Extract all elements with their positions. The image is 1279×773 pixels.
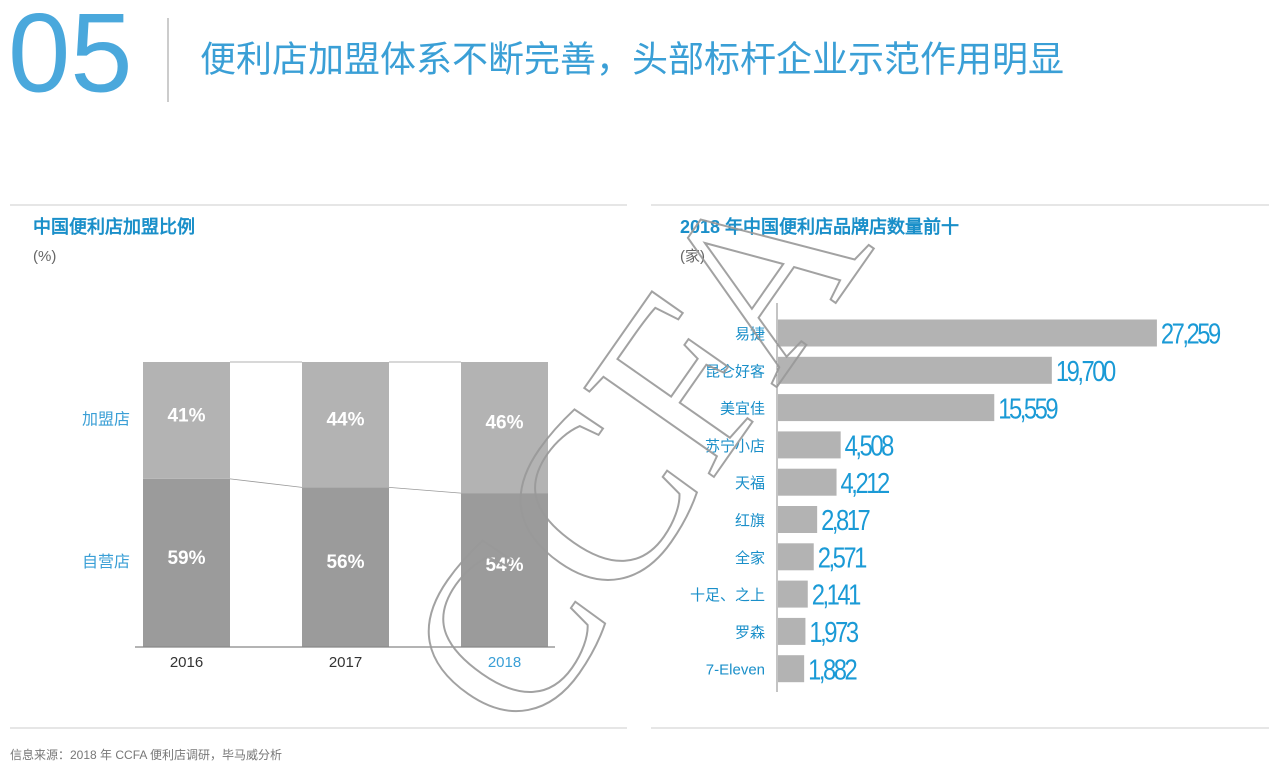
connector	[229, 478, 303, 488]
bar-segment	[143, 362, 230, 479]
page-title: 便利店加盟体系不断完善，头部标杆企业示范作用明显	[200, 39, 1064, 80]
category-label: 美宜佳	[720, 401, 765, 418]
value-label: 41%	[167, 405, 205, 426]
bar-segment	[302, 487, 389, 647]
category-label: 7-Eleven	[706, 662, 765, 679]
value-label: 46%	[485, 413, 523, 434]
chart-subtitle: (家)	[680, 248, 705, 265]
category-label: 罗森	[735, 624, 765, 641]
plots: 59% 自营店 41% 加盟店 2016 56% 44% 2017 54% 46% 2018 易捷 27…	[82, 303, 1223, 692]
value-label: 19,700	[1056, 355, 1116, 388]
bar	[778, 431, 841, 459]
category-label: 天福	[735, 475, 765, 492]
series-label: 自营店	[82, 553, 130, 571]
bar-segment	[143, 478, 230, 647]
category-label: 红旗	[735, 512, 765, 529]
value-label: 1,882	[808, 653, 857, 686]
category-label: 昆仑好客	[705, 363, 765, 380]
connector	[388, 487, 462, 494]
chart-title: 2018 年中国便利店品牌店数量前十	[680, 216, 959, 237]
value-label: 2,817	[821, 504, 870, 537]
value-label: 4,212	[841, 467, 890, 500]
value-label: 44%	[326, 410, 364, 431]
bar	[778, 394, 995, 422]
value-label: 27,259	[1161, 317, 1221, 350]
value-label: 1,973	[809, 616, 858, 649]
bar	[778, 356, 1052, 384]
bar-segment	[302, 362, 389, 488]
value-label: 4,508	[845, 429, 894, 462]
category-label: 全家	[735, 549, 765, 567]
value-label: 59%	[167, 548, 205, 569]
bar-segment	[461, 493, 548, 647]
section-number: 05	[8, 0, 133, 116]
category-label: 十足、之上	[690, 587, 765, 604]
value-label: 2,571	[818, 541, 867, 574]
bar	[778, 655, 805, 683]
x-tick-label: 2018	[488, 654, 521, 671]
category-label: 苏宁小店	[705, 438, 765, 455]
value-label: 15,559	[998, 392, 1058, 425]
bar	[778, 543, 814, 571]
source-note: 信息来源：2018 年 CCFA 便利店调研，毕马威分析	[10, 747, 282, 762]
x-tick-label: 2017	[329, 654, 362, 671]
bar	[778, 617, 806, 645]
chart-title: 中国便利店加盟比例	[33, 216, 195, 237]
category-label: 易捷	[735, 326, 765, 343]
value-label: 54%	[485, 555, 523, 576]
bar-segment	[461, 362, 548, 494]
value-label: 56%	[326, 552, 364, 573]
chart-subtitle: (%)	[33, 248, 56, 265]
bar	[778, 319, 1157, 347]
x-tick-label: 2016	[170, 654, 203, 671]
value-label: 2,141	[812, 579, 861, 612]
bar	[778, 580, 808, 608]
series-label: 加盟店	[82, 411, 130, 429]
bar	[778, 468, 837, 496]
bar	[778, 506, 818, 533]
